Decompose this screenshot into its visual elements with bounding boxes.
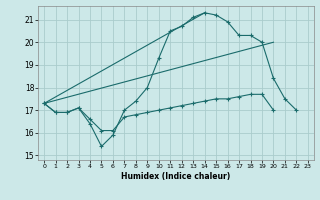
X-axis label: Humidex (Indice chaleur): Humidex (Indice chaleur) (121, 172, 231, 181)
